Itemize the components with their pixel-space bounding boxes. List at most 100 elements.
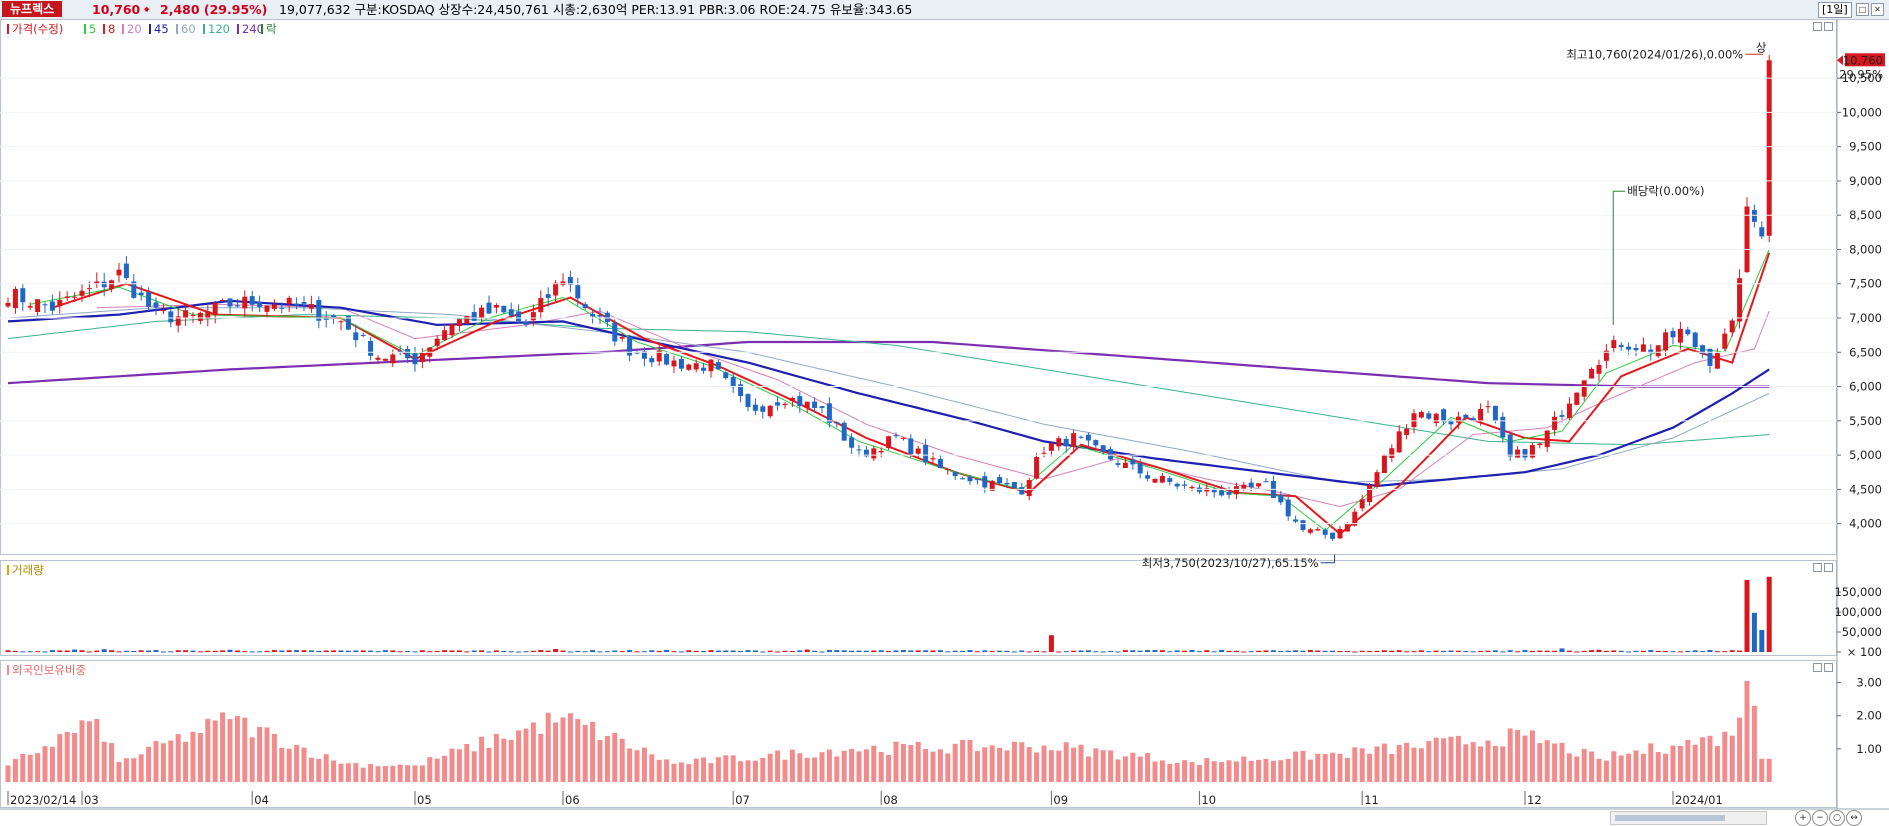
period-selector[interactable]: [1일] bbox=[1818, 2, 1852, 18]
candle-body bbox=[649, 358, 655, 363]
volume-bar bbox=[1241, 651, 1247, 653]
legend-ma5-marker bbox=[84, 24, 86, 34]
candle-body bbox=[20, 288, 26, 303]
price-panel-restore-icon[interactable] bbox=[1813, 22, 1822, 31]
volume-bar bbox=[582, 651, 588, 653]
volume-bar bbox=[1744, 580, 1750, 652]
volume-bar bbox=[523, 651, 529, 653]
foreign-ratio-bar bbox=[738, 761, 744, 782]
foreign-ratio-bar bbox=[1455, 735, 1461, 782]
candle-body bbox=[693, 363, 699, 370]
foreign-panel-close-icon[interactable] bbox=[1824, 663, 1833, 672]
foreign-ratio-bar bbox=[1389, 754, 1395, 782]
ma60-line bbox=[7, 307, 1770, 484]
volume-bar bbox=[1478, 650, 1484, 652]
candle-body bbox=[153, 302, 159, 308]
volume-bar bbox=[175, 650, 181, 652]
candle-body bbox=[1455, 416, 1461, 423]
foreign-ratio-bar bbox=[1655, 751, 1661, 782]
volume-bar bbox=[693, 650, 699, 652]
foreign-ratio-bar bbox=[1307, 759, 1313, 782]
zoom-in-icon[interactable]: + bbox=[1795, 810, 1811, 826]
zoom-fit-icon[interactable]: ↔ bbox=[1846, 810, 1862, 826]
candle-body bbox=[752, 404, 758, 411]
date-tick-label: 2023/02/14 bbox=[10, 793, 76, 807]
foreign-ratio-bar bbox=[937, 749, 943, 782]
volume-bar bbox=[227, 649, 233, 652]
foreign-ratio-bar bbox=[730, 755, 736, 782]
candle-body bbox=[612, 322, 618, 342]
foreign-ratio-bar bbox=[212, 720, 218, 782]
foreign-ratio-bar bbox=[234, 715, 240, 782]
foreign-ratio-bar bbox=[1670, 745, 1676, 782]
moving-averages bbox=[7, 249, 1771, 536]
volume-bar bbox=[945, 651, 951, 653]
volume-bar bbox=[12, 650, 18, 652]
foreign-ratio-bar bbox=[1344, 757, 1350, 782]
candle-body bbox=[190, 314, 196, 316]
candle-body bbox=[619, 336, 625, 339]
volume-bar bbox=[1307, 650, 1313, 652]
candle-body bbox=[1655, 345, 1661, 357]
chart-scrollbar[interactable] bbox=[1610, 811, 1767, 825]
zoom-reset-icon[interactable]: ○ bbox=[1829, 810, 1845, 826]
candle-body bbox=[146, 292, 152, 307]
candle-body bbox=[382, 358, 388, 361]
volume-bar bbox=[101, 649, 107, 652]
candle-body bbox=[582, 304, 588, 309]
scroll-thumb[interactable] bbox=[1615, 815, 1725, 821]
candle-body bbox=[168, 311, 174, 323]
current-change-label: 29.95% bbox=[1839, 67, 1883, 81]
date-tick-label: 04 bbox=[254, 793, 269, 807]
volume-bar bbox=[612, 650, 618, 652]
foreign-ratio-bar bbox=[627, 748, 633, 782]
volume-panel-close-icon[interactable] bbox=[1824, 563, 1833, 572]
restore-icon[interactable]: □ bbox=[1856, 3, 1869, 16]
volume-bar bbox=[1167, 651, 1173, 653]
candle-body bbox=[1714, 353, 1720, 369]
candle-body bbox=[745, 394, 751, 408]
candle-body bbox=[1233, 486, 1239, 495]
candle-body bbox=[553, 282, 559, 296]
candle-body bbox=[974, 479, 980, 481]
volume-bar bbox=[1063, 651, 1069, 653]
volume-bar bbox=[538, 650, 544, 652]
foreign-ratio-bar bbox=[286, 748, 292, 782]
close-icon[interactable]: ✕ bbox=[1871, 3, 1884, 16]
legend-ma240-marker bbox=[237, 24, 239, 34]
volume-bar bbox=[264, 650, 270, 652]
volume-bar bbox=[1041, 651, 1047, 653]
volume-bar bbox=[1737, 650, 1743, 652]
candle-body bbox=[1441, 409, 1447, 422]
price-tick-label: 5,500 bbox=[1849, 414, 1882, 428]
candle-body bbox=[1603, 350, 1609, 361]
foreign-ratio-bar bbox=[1441, 738, 1447, 782]
foreign-ratio-bar bbox=[656, 759, 662, 782]
candle-body bbox=[234, 305, 240, 307]
foreign-panel-restore-icon[interactable] bbox=[1813, 663, 1822, 672]
candle-body bbox=[900, 437, 906, 439]
candle-body bbox=[1344, 524, 1350, 532]
volume-bar bbox=[1537, 650, 1543, 652]
price-panel-close-icon[interactable] bbox=[1824, 22, 1833, 31]
volume-bar bbox=[760, 651, 766, 653]
foreign-ratio-bar bbox=[449, 748, 455, 782]
volume-panel-restore-icon[interactable] bbox=[1813, 563, 1822, 572]
candle-body bbox=[967, 476, 973, 482]
foreign-ratio-bar bbox=[641, 747, 647, 782]
foreign-ratio-bar bbox=[227, 719, 233, 782]
volume-bar bbox=[1270, 650, 1276, 652]
volume-legend: 거래량 bbox=[7, 563, 44, 577]
volume-bar bbox=[220, 650, 226, 652]
foreign-ratio-bar bbox=[1507, 728, 1513, 782]
foreign-ratio-bar bbox=[1618, 755, 1624, 782]
candle-body bbox=[1152, 479, 1158, 483]
zoom-out-icon[interactable]: − bbox=[1812, 810, 1828, 826]
candle-body bbox=[1426, 413, 1432, 419]
foreign-ratio-bar bbox=[915, 741, 921, 782]
price-tick-label: 6,000 bbox=[1849, 380, 1882, 394]
candle-body bbox=[405, 348, 411, 359]
stock-name-label[interactable]: 뉴프렉스 bbox=[2, 1, 63, 17]
candle-body bbox=[27, 305, 33, 308]
candle-body bbox=[1071, 433, 1077, 447]
